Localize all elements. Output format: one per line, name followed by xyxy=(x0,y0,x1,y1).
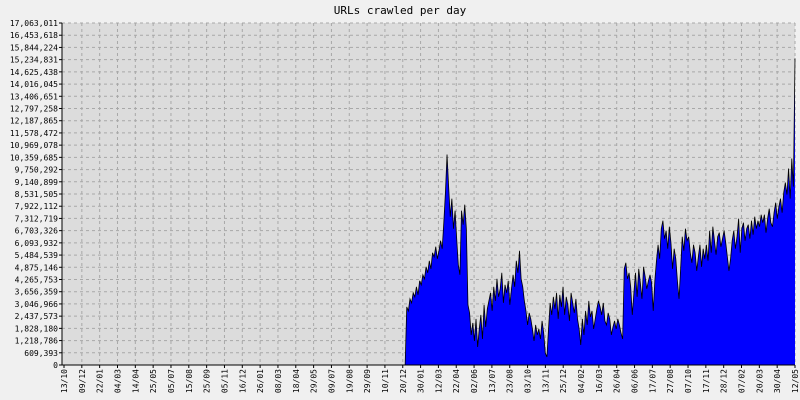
y-tick-label: 17,063,011 xyxy=(10,19,58,28)
x-tick-label: 12/03 xyxy=(434,369,443,393)
x-tick-label: 07/02 xyxy=(738,369,747,393)
x-tick-label: 30/01 xyxy=(417,369,426,393)
y-tick-label: 8,531,505 xyxy=(15,190,59,199)
x-tick-label: 15/08 xyxy=(185,369,194,393)
y-tick-label: 15,234,831 xyxy=(10,56,58,65)
x-tick-label: 16/12 xyxy=(238,369,247,393)
x-tick-label: 13/07 xyxy=(488,369,497,393)
x-tick-label: 20/03 xyxy=(755,369,764,393)
y-tick-label: 16,453,618 xyxy=(10,31,58,40)
x-tick-label: 04/02 xyxy=(577,369,586,393)
x-tick-label: 26/01 xyxy=(256,369,265,393)
x-tick-label: 28/12 xyxy=(720,369,729,393)
x-tick-label: 13/10 xyxy=(60,369,69,393)
x-tick-label: 29/09 xyxy=(363,369,372,393)
y-tick-label: 5,484,539 xyxy=(15,251,59,260)
y-tick-label: 1,828,180 xyxy=(15,324,59,333)
x-tick-label: 19/08 xyxy=(345,369,354,393)
x-tick-label: 06/06 xyxy=(631,369,640,393)
x-tick-label: 04/03 xyxy=(113,369,122,393)
x-tick-label: 30/04 xyxy=(773,369,782,393)
x-tick-label: 14/04 xyxy=(131,369,140,393)
x-axis-ticks: 13/10 09/12 22/01 04/03 14/04 25/05 05/07 15/08… xyxy=(60,365,800,393)
y-tick-label: 2,437,573 xyxy=(15,312,59,321)
x-tick-label: 20/12 xyxy=(399,369,408,393)
y-tick-label: 10,359,685 xyxy=(10,153,58,162)
x-tick-label: 17/11 xyxy=(702,369,711,393)
y-tick-label: 12,187,865 xyxy=(10,117,58,126)
y-tick-label: 0 xyxy=(53,361,58,370)
y-tick-label: 6,093,932 xyxy=(15,239,59,248)
y-tick-label: 7,922,112 xyxy=(15,202,59,211)
x-tick-label: 07/10 xyxy=(684,369,693,393)
x-tick-label: 29/05 xyxy=(310,369,319,393)
x-tick-label: 09/12 xyxy=(78,369,87,393)
y-tick-label: 14,625,438 xyxy=(10,68,58,77)
x-tick-label: 25/05 xyxy=(149,369,158,393)
y-tick-label: 9,750,292 xyxy=(15,166,59,175)
x-tick-label: 17/07 xyxy=(648,369,657,393)
chart-title: URLs crawled per day xyxy=(333,4,467,17)
x-tick-label: 23/08 xyxy=(506,369,515,393)
x-tick-label: 02/06 xyxy=(470,369,479,393)
y-tick-label: 3,656,359 xyxy=(15,288,59,297)
x-tick-label: 08/03 xyxy=(274,369,283,393)
y-tick-label: 14,016,045 xyxy=(10,80,58,89)
x-tick-label: 13/11 xyxy=(541,369,550,393)
y-tick-label: 609,393 xyxy=(24,349,58,358)
x-tick-label: 22/01 xyxy=(96,369,105,393)
x-tick-label: 09/07 xyxy=(327,369,336,393)
y-axis-ticks: 0 609,393 1,218,786 1,828,180 2,437,573 3,046… xyxy=(10,19,62,370)
x-tick-label: 05/11 xyxy=(220,369,229,393)
y-tick-label: 12,797,258 xyxy=(10,105,58,114)
y-tick-label: 4,875,146 xyxy=(15,263,59,272)
series-area xyxy=(62,58,795,366)
x-tick-label: 25/12 xyxy=(559,369,568,393)
y-tick-label: 13,406,651 xyxy=(10,92,58,101)
x-tick-label: 27/08 xyxy=(666,369,675,393)
y-tick-label: 15,844,224 xyxy=(10,43,58,52)
x-tick-label: 12/05 xyxy=(791,369,800,393)
y-tick-label: 3,046,966 xyxy=(15,300,59,309)
y-tick-label: 11,578,472 xyxy=(10,129,58,138)
y-tick-label: 7,312,719 xyxy=(15,214,59,223)
x-tick-label: 25/09 xyxy=(203,369,212,393)
x-tick-label: 10/11 xyxy=(381,369,390,393)
x-tick-label: 05/07 xyxy=(167,369,176,393)
y-tick-label: 6,703,326 xyxy=(15,227,59,236)
x-tick-label: 22/04 xyxy=(452,369,461,393)
x-tick-label: 18/04 xyxy=(292,369,301,393)
x-tick-label: 26/04 xyxy=(613,369,622,393)
y-tick-label: 10,969,078 xyxy=(10,141,58,150)
y-tick-label: 9,140,899 xyxy=(15,178,59,187)
x-tick-label: 16/03 xyxy=(595,369,604,393)
y-tick-label: 1,218,786 xyxy=(15,337,59,346)
x-tick-label: 03/10 xyxy=(524,369,533,393)
y-tick-label: 4,265,753 xyxy=(15,276,59,285)
